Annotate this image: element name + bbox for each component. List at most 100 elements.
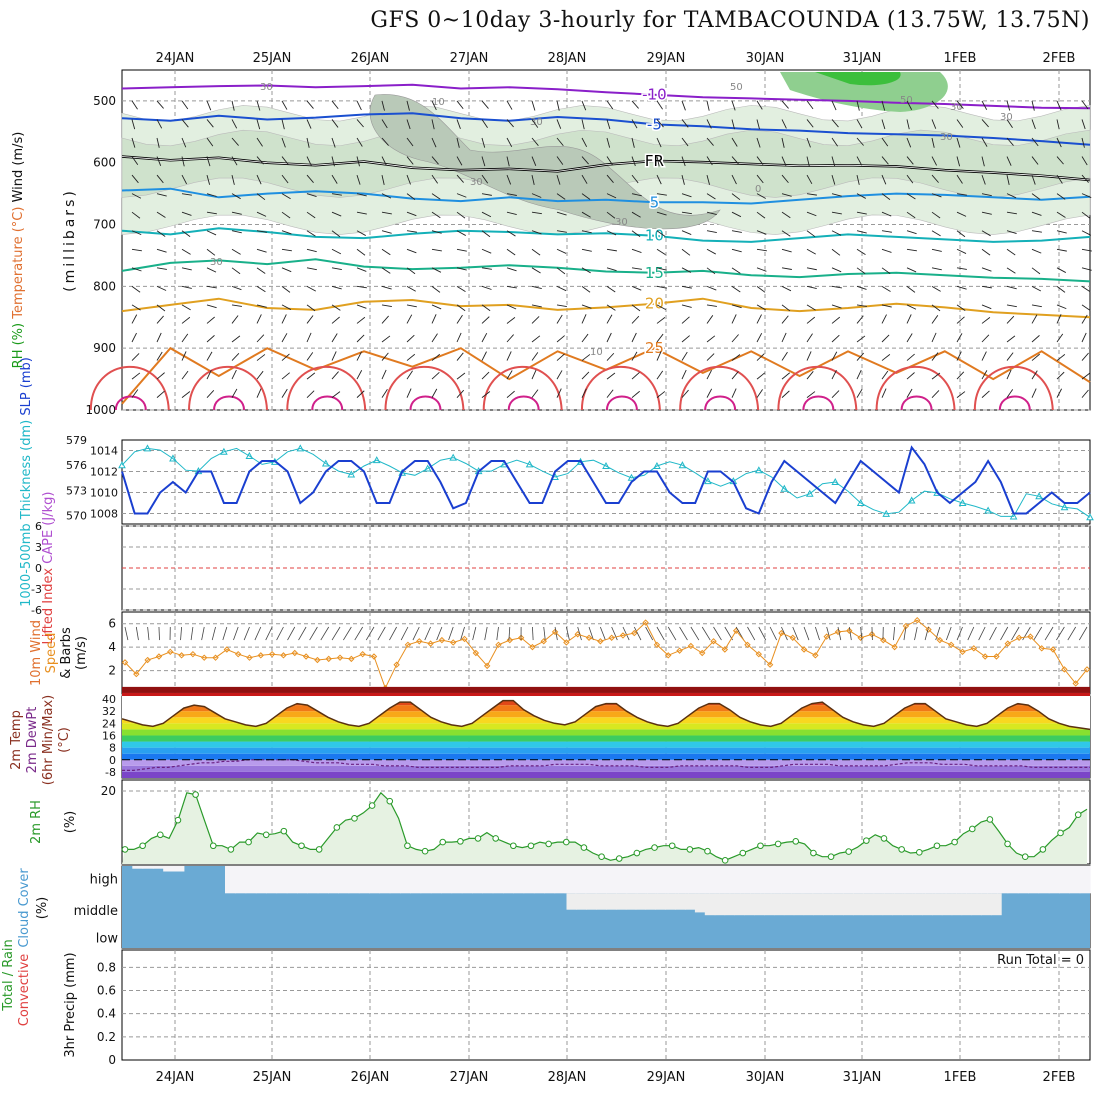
- rh-point: [1057, 829, 1064, 837]
- rh-point: [704, 847, 711, 855]
- cloud-gap-middle: [586, 893, 597, 910]
- wind-barb: [206, 174, 211, 185]
- temp-band: [122, 753, 1090, 760]
- date-label-top: 29JAN: [647, 51, 686, 66]
- wind-speed-line: [124, 619, 1088, 690]
- wind-barb: [881, 267, 891, 275]
- profile-ytick: 700: [93, 218, 116, 232]
- wind-barb: [806, 230, 816, 238]
- wind-barb: [606, 248, 617, 252]
- slp-ylabel: 1000-500mb Thickness (dm) SLP (mb): [19, 357, 34, 607]
- wind-barb: [931, 352, 939, 361]
- wind-barb: [381, 285, 392, 290]
- isotherm-35: [900, 395, 933, 411]
- wind-barb: [706, 304, 717, 307]
- wind-barb: [356, 211, 367, 215]
- precip-ytick: 0.8: [97, 960, 116, 974]
- cloud-gap-middle: [803, 893, 815, 916]
- rh-contour-label: 30: [470, 177, 483, 188]
- wind-barb: [256, 334, 265, 343]
- wind-barb: [706, 315, 714, 324]
- wind-barb: [981, 370, 988, 380]
- rh-contour-label: 30: [615, 217, 628, 228]
- wind-barb: [306, 315, 314, 324]
- wind-barb: [131, 304, 141, 311]
- wind-barb: [531, 156, 537, 166]
- series-SLP: [121, 445, 1091, 515]
- rh-point: [227, 846, 235, 853]
- wind-barb: [906, 372, 915, 380]
- wind-barb: [781, 193, 792, 197]
- wind-barb: [456, 137, 460, 148]
- wind-barb: [781, 285, 792, 292]
- wind-barb: [206, 285, 217, 289]
- wind-barb: [731, 285, 741, 293]
- wind-barb: [656, 193, 667, 196]
- wind-barb: [231, 315, 239, 324]
- rh-contour-label: 30: [940, 132, 953, 143]
- wind-barb: [706, 248, 716, 255]
- wind-barb: [331, 371, 339, 380]
- cloud-gap-high: [873, 866, 885, 894]
- slp-ytick: 1014: [90, 445, 118, 458]
- wind-barb: [406, 119, 411, 130]
- wind-barb: [281, 193, 291, 200]
- wind-barb: [956, 333, 963, 343]
- wind-barb: [556, 137, 564, 147]
- wind-barb: [131, 174, 139, 184]
- wind-barb: [1006, 267, 1016, 274]
- cloud-gap-middle: [645, 893, 656, 910]
- cloud-gap-high: [904, 866, 916, 894]
- cloud-gap-high: [976, 866, 988, 894]
- wind-barb: [281, 267, 292, 273]
- date-label-top: 25JAN: [253, 51, 292, 66]
- wind-barb: [856, 211, 867, 215]
- wind-barb: [756, 353, 765, 361]
- wind-barb: [156, 304, 166, 312]
- wind-barb: [406, 100, 410, 111]
- isotherm-30: [679, 365, 760, 411]
- isotherm-30: [482, 365, 563, 411]
- wind-barb: [931, 332, 937, 343]
- cloud-gap-middle: [566, 893, 577, 910]
- wind-barb: [631, 156, 636, 167]
- wind-barb: [281, 100, 288, 110]
- wind-barb: [456, 100, 464, 110]
- wind-barb: [381, 304, 392, 308]
- wind-barb: [656, 267, 667, 271]
- wind-barb: [1056, 388, 1063, 398]
- cloud-gap-high: [647, 866, 659, 894]
- rh-point: [986, 816, 994, 823]
- rh-point: [527, 842, 535, 850]
- wind-barb: [856, 335, 866, 343]
- wind-barb: [856, 315, 864, 324]
- wind-barb: [531, 211, 542, 215]
- wind-barb: [356, 304, 367, 309]
- date-label-bottom: 25JAN: [253, 1070, 292, 1085]
- wind-barb: [881, 370, 889, 380]
- thickness-ytick: 570: [66, 510, 87, 523]
- wind-barb: [1081, 304, 1091, 311]
- wind-barb: [256, 267, 266, 274]
- wind-barb: [881, 285, 891, 292]
- wind-barb-10m: [484, 626, 488, 641]
- cloud-gap-high: [1028, 866, 1040, 894]
- wind-barb-10m: [769, 626, 777, 641]
- wind-barb-10m: [758, 626, 767, 641]
- wind-label-part: & Barbs: [59, 627, 74, 679]
- isotherm-35: [704, 395, 737, 411]
- wind-barb: [156, 332, 162, 343]
- wind-barb: [831, 304, 842, 309]
- wind-barb: [356, 351, 362, 361]
- wind-barb-10m: [412, 626, 420, 641]
- wind-barb: [856, 156, 863, 166]
- wind-barb: [806, 351, 812, 361]
- wind-barb: [356, 334, 365, 343]
- wind-barb: [231, 137, 239, 146]
- wind-barb: [206, 193, 217, 197]
- wind-barb: [1031, 211, 1042, 216]
- isotherm-15: [121, 258, 1091, 283]
- wind-barb: [556, 156, 564, 165]
- wind-barb: [306, 248, 317, 253]
- wind-barb: [581, 230, 592, 234]
